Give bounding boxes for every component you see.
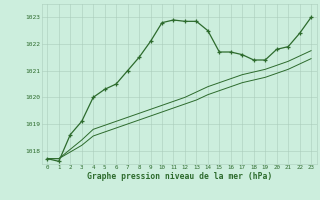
X-axis label: Graphe pression niveau de la mer (hPa): Graphe pression niveau de la mer (hPa) [87,172,272,181]
